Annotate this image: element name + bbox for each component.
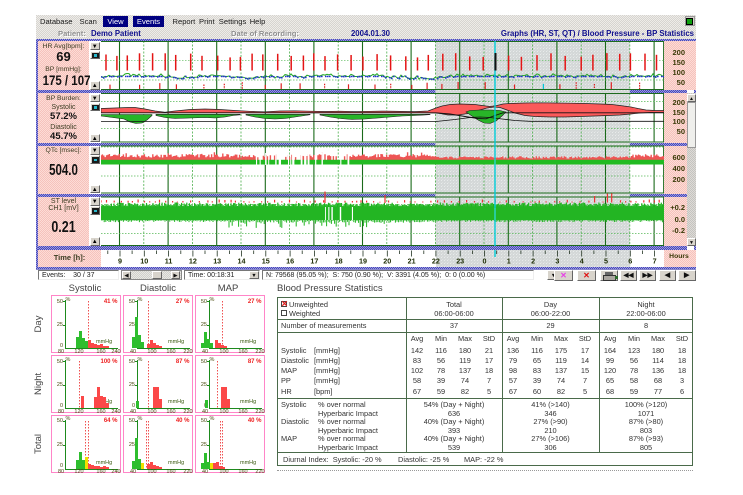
svg-text:12: 12 — [189, 256, 197, 265]
svg-text:18: 18 — [335, 256, 343, 265]
svg-text:17: 17 — [310, 256, 318, 265]
svg-text:21: 21 — [408, 256, 416, 265]
svg-text:1: 1 — [507, 256, 511, 265]
svg-text:16: 16 — [286, 256, 294, 265]
svg-text:3: 3 — [555, 256, 559, 265]
svg-text:0: 0 — [483, 256, 487, 265]
svg-text:2: 2 — [531, 256, 535, 265]
svg-text:22: 22 — [432, 256, 440, 265]
svg-text:15: 15 — [262, 256, 270, 265]
svg-text:11: 11 — [165, 256, 173, 265]
svg-text:19: 19 — [359, 256, 367, 265]
svg-text:13: 13 — [213, 256, 221, 265]
svg-text:10: 10 — [140, 256, 148, 265]
svg-text:9: 9 — [118, 256, 122, 265]
svg-text:23: 23 — [456, 256, 464, 265]
svg-text:20: 20 — [383, 256, 391, 265]
svg-text:4: 4 — [580, 256, 584, 265]
svg-text:14: 14 — [238, 256, 246, 265]
svg-text:6: 6 — [628, 256, 632, 265]
svg-text:7: 7 — [653, 256, 657, 265]
svg-text:5: 5 — [604, 256, 608, 265]
